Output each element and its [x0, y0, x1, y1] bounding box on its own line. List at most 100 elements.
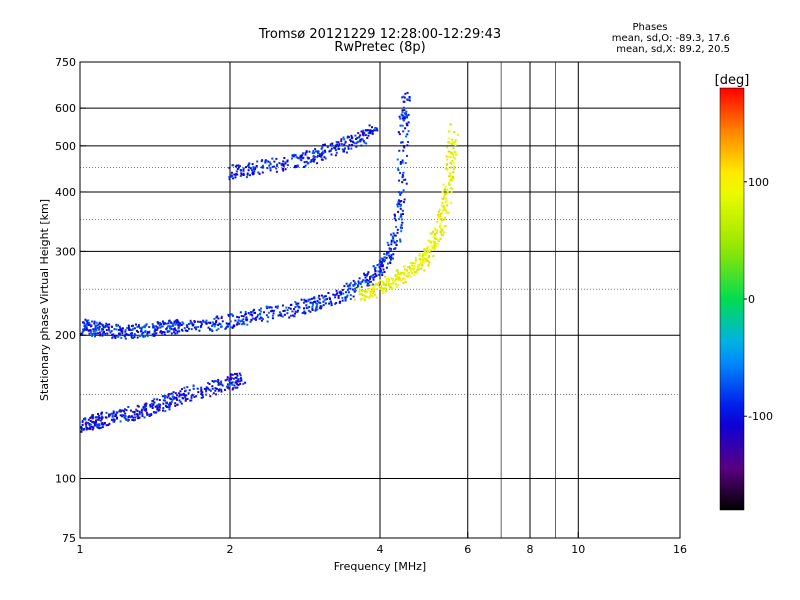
data-point — [177, 323, 180, 326]
data-point — [161, 320, 164, 323]
data-point — [398, 277, 401, 280]
data-point — [335, 293, 338, 296]
data-point — [88, 422, 91, 425]
data-point — [216, 315, 219, 318]
data-point — [137, 405, 140, 408]
data-point — [311, 152, 314, 155]
data-point — [170, 392, 173, 395]
data-point — [366, 129, 369, 132]
data-point — [115, 328, 118, 331]
data-point — [302, 301, 305, 304]
data-point — [450, 179, 453, 182]
data-point — [376, 129, 379, 132]
data-point — [176, 403, 179, 406]
data-point — [296, 311, 299, 314]
data-point — [138, 335, 141, 338]
data-point — [190, 328, 193, 331]
data-point — [190, 396, 193, 399]
data-point — [259, 310, 262, 313]
data-point — [151, 407, 154, 409]
data-point — [152, 403, 155, 406]
data-point — [114, 415, 117, 418]
data-point — [90, 324, 93, 327]
data-point — [447, 150, 450, 153]
data-point — [177, 327, 180, 330]
data-point — [152, 399, 155, 402]
data-point — [116, 411, 119, 414]
data-point — [112, 334, 115, 337]
data-point — [402, 281, 405, 284]
data-point — [307, 162, 310, 165]
data-point — [444, 185, 447, 188]
data-point — [169, 403, 172, 405]
data-point — [384, 259, 386, 262]
data-point — [429, 241, 432, 244]
data-point — [91, 425, 94, 428]
data-point — [402, 213, 404, 215]
data-point — [402, 95, 405, 98]
data-point — [394, 234, 397, 237]
data-point — [209, 328, 211, 331]
scatter-points — [80, 91, 459, 433]
data-point — [122, 409, 124, 412]
data-point — [375, 282, 377, 285]
data-point — [447, 137, 450, 140]
data-point — [437, 217, 439, 220]
data-point — [372, 288, 375, 291]
data-point — [303, 298, 306, 301]
data-point — [307, 298, 310, 301]
data-point — [383, 253, 386, 255]
data-point — [432, 230, 435, 233]
data-point — [226, 378, 229, 381]
data-point — [97, 418, 100, 421]
data-point — [88, 424, 91, 426]
data-point — [168, 406, 171, 409]
data-point — [141, 408, 143, 411]
data-point — [164, 404, 167, 407]
data-point — [277, 314, 280, 317]
data-point — [398, 276, 401, 279]
data-point — [176, 398, 178, 401]
data-point — [237, 384, 240, 386]
data-point — [442, 234, 445, 237]
data-point — [229, 175, 232, 178]
data-point — [338, 147, 341, 150]
data-point — [324, 302, 327, 305]
data-point — [406, 144, 409, 147]
data-point — [211, 330, 214, 332]
data-point — [181, 321, 184, 324]
data-point — [294, 300, 297, 303]
data-point — [163, 396, 166, 399]
data-point — [238, 372, 241, 375]
data-point — [307, 309, 310, 312]
data-point — [311, 307, 314, 310]
data-point — [188, 327, 190, 330]
data-point — [454, 144, 457, 146]
data-point — [391, 287, 394, 290]
data-point — [240, 323, 243, 326]
data-point — [177, 324, 180, 327]
data-point — [322, 304, 325, 307]
data-point — [269, 169, 272, 172]
data-point — [382, 292, 385, 295]
data-point — [423, 257, 426, 260]
data-point — [183, 327, 186, 330]
data-point — [132, 336, 135, 339]
data-point — [258, 309, 261, 312]
data-point — [369, 292, 372, 295]
data-point — [402, 178, 405, 181]
data-point — [89, 329, 92, 332]
data-point — [424, 259, 427, 262]
data-point — [205, 319, 208, 322]
data-point — [140, 411, 143, 414]
data-point — [191, 324, 194, 327]
data-point — [365, 290, 368, 293]
data-point — [308, 305, 311, 308]
data-point — [311, 309, 314, 311]
data-point — [344, 147, 346, 150]
data-point — [375, 274, 378, 277]
data-point — [154, 405, 157, 408]
data-point — [156, 328, 159, 331]
data-point — [96, 416, 99, 419]
data-point — [413, 265, 416, 268]
